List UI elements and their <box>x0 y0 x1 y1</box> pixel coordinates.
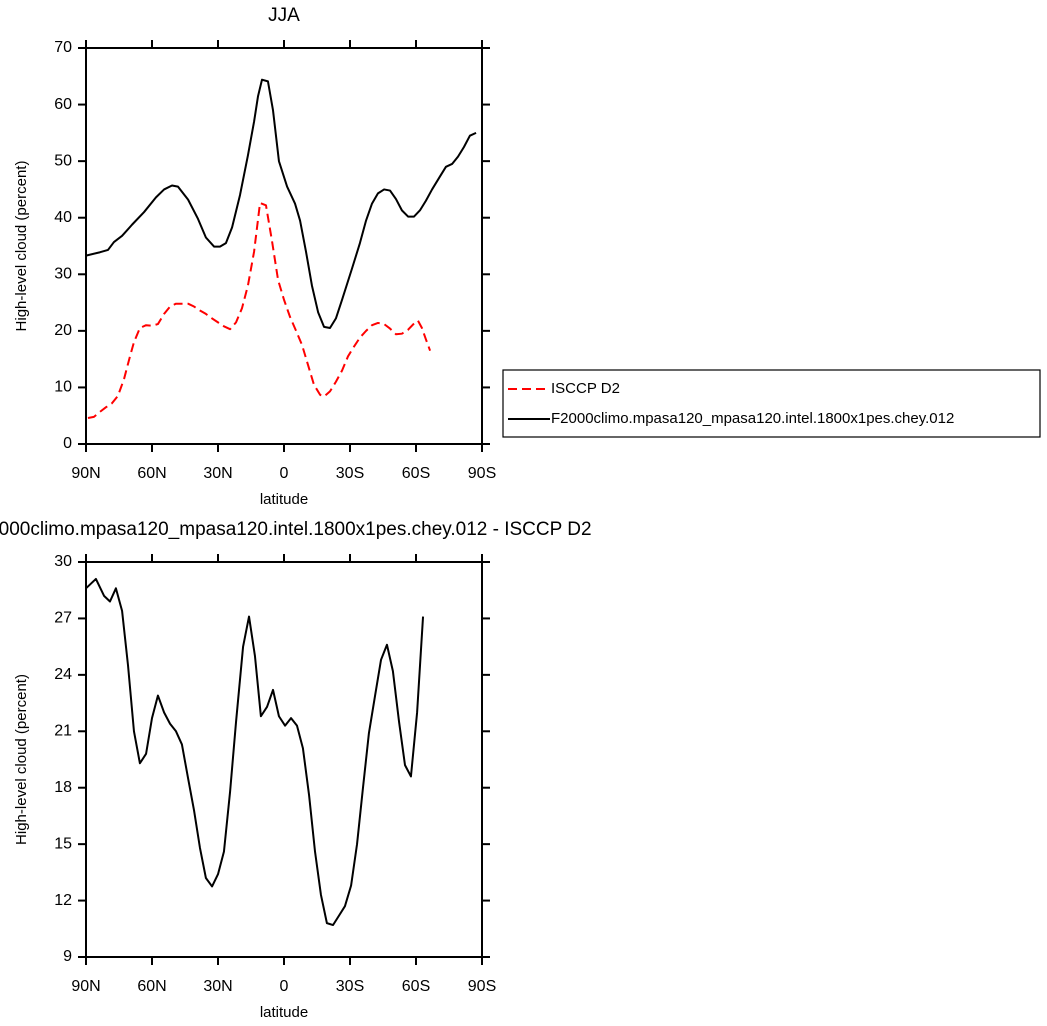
y-tick-label: 21 <box>54 723 72 740</box>
y-tick-label: 70 <box>54 39 72 56</box>
y-tick-label: 60 <box>54 96 72 113</box>
x-tick-label: 60N <box>137 465 166 482</box>
x-tick-label: 90S <box>468 465 496 482</box>
x-tick-label: 90N <box>71 465 100 482</box>
chart-title: JJA <box>268 5 300 26</box>
y-tick-label: 50 <box>54 152 72 169</box>
x-tick-label: 90S <box>468 978 496 995</box>
y-tick-label: 40 <box>54 209 72 226</box>
legend-label: ISCCP D2 <box>551 380 620 397</box>
x-tick-label: 60N <box>137 978 166 995</box>
y-axis-label: High-level cloud (percent) <box>13 161 30 332</box>
x-tick-label: 30S <box>336 978 364 995</box>
data-line <box>85 78 477 330</box>
x-tick-label: 0 <box>280 465 289 482</box>
y-tick-label: 9 <box>63 948 72 965</box>
x-axis-label: latitude <box>260 1004 308 1021</box>
chart-title: F2000climo.mpasa120_mpasa120.intel.1800x… <box>0 519 592 540</box>
data-line <box>87 202 432 419</box>
x-tick-label: 60S <box>402 978 430 995</box>
legend-label: F2000climo.mpasa120_mpasa120.intel.1800x… <box>551 410 954 427</box>
y-tick-label: 0 <box>63 435 72 452</box>
y-axis-label: High-level cloud (percent) <box>13 674 30 845</box>
x-axis-label: latitude <box>260 491 308 508</box>
plot-frame <box>85 47 483 445</box>
data-line <box>85 577 425 927</box>
x-tick-label: 0 <box>280 978 289 995</box>
plot-frame <box>85 561 483 958</box>
y-tick-label: 27 <box>54 610 72 627</box>
x-tick-label: 30N <box>203 978 232 995</box>
y-tick-label: 20 <box>54 322 72 339</box>
x-tick-label: 30S <box>336 465 364 482</box>
y-tick-label: 12 <box>54 892 72 909</box>
legend-box <box>502 369 1041 438</box>
x-tick-label: 30N <box>203 465 232 482</box>
x-tick-label: 60S <box>402 465 430 482</box>
y-tick-label: 30 <box>54 553 72 570</box>
y-tick-label: 15 <box>54 835 72 852</box>
y-tick-label: 10 <box>54 379 72 396</box>
y-tick-label: 18 <box>54 779 72 796</box>
y-tick-label: 24 <box>54 666 72 683</box>
y-tick-label: 30 <box>54 266 72 283</box>
x-tick-label: 90N <box>71 978 100 995</box>
